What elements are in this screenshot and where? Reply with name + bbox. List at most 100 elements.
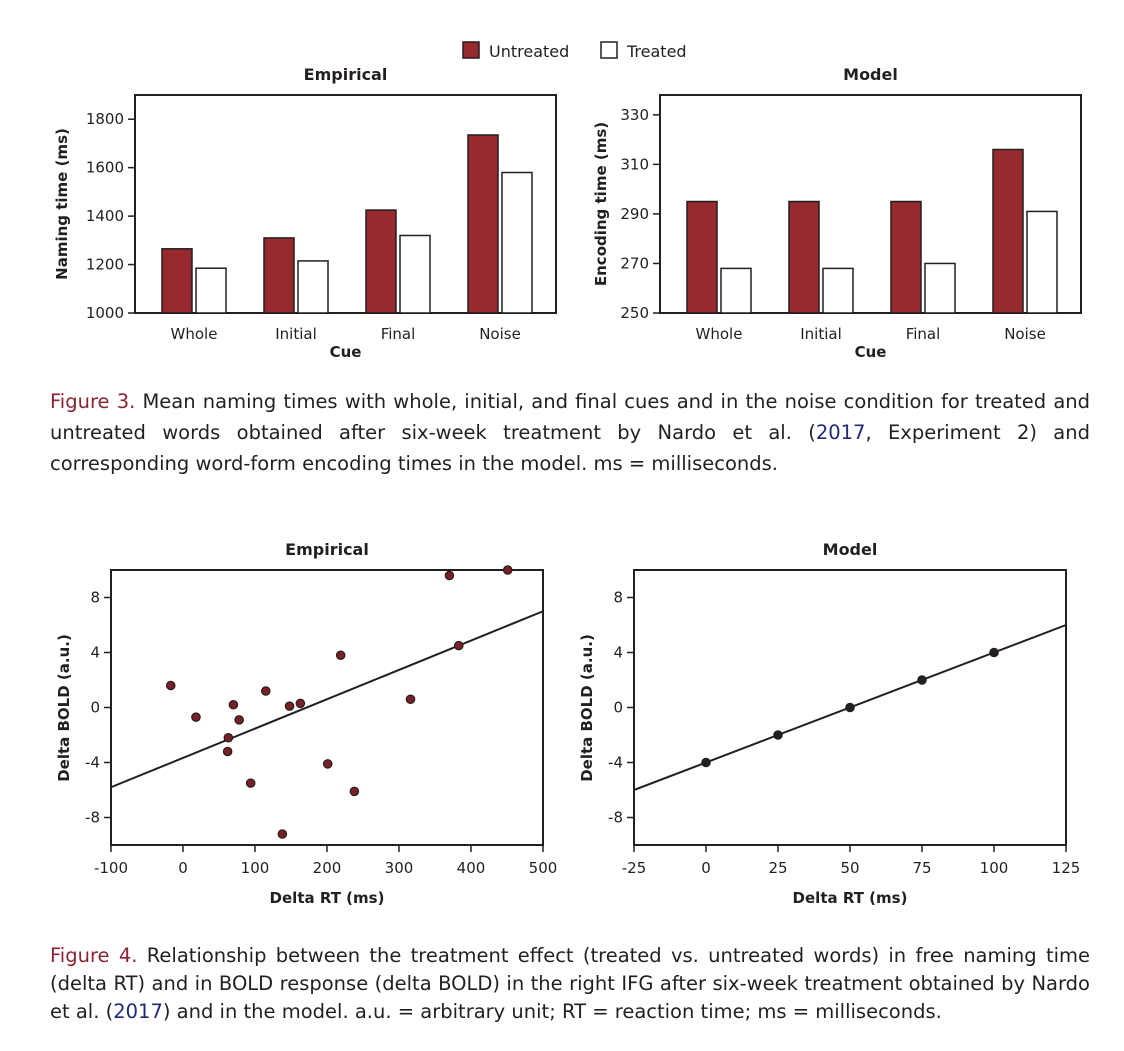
figure-3-label: Figure 3.: [50, 390, 136, 413]
data-point: [989, 647, 999, 658]
model-x-axis-label: Cue: [855, 343, 887, 361]
bar-treated-initial: [297, 260, 329, 314]
legend: Untreated Treated: [462, 41, 687, 61]
data-point: [917, 675, 927, 685]
figure-4-label: Figure 4.: [50, 944, 138, 967]
legend-label-untreated: Untreated: [489, 42, 569, 61]
y-tick-label: 1000: [86, 304, 124, 322]
x-category-label: Noise: [479, 325, 521, 343]
empirical-scatter-chart: Empirical -8 -4 0 4 8 -100 0 100 200 300 400 500 Delt…: [55, 540, 557, 907]
x-category-label: Initial: [275, 325, 317, 343]
y-tick-label: 270: [620, 254, 649, 272]
figure-3-caption-text-end: , Experiment 2) and corresponding word-f…: [50, 421, 1090, 475]
model-y-axis-label: Encoding time (ms): [592, 122, 610, 286]
legend-label-treated: Treated: [626, 42, 687, 61]
data-point: [773, 730, 783, 740]
bar-treated-final: [924, 262, 956, 314]
data-point: [223, 732, 234, 743]
x-tick-label: 0: [701, 859, 711, 877]
data-point: [234, 715, 244, 725]
y-tick-label: 310: [620, 155, 649, 173]
empirical-scatter-y-axis-label: Delta BOLD (a.u.): [55, 634, 73, 782]
empirical-chart-title: Empirical: [304, 65, 388, 84]
data-point: [277, 829, 288, 839]
bar-untreated-noise: [467, 134, 499, 314]
x-tick-label: -25: [622, 859, 647, 877]
bar-treated-whole: [195, 267, 227, 314]
y-tick-label: 1800: [86, 110, 124, 128]
x-tick-label: 0: [178, 859, 188, 877]
data-point: [701, 757, 711, 768]
y-tick-label: -8: [608, 809, 623, 827]
empirical-bar-chart: Empirical 1000 1200 1400 1600 1800 Naming time…: [53, 65, 557, 361]
legend-swatch-treated: [600, 41, 618, 59]
x-tick-label: 125: [1052, 859, 1081, 877]
x-tick-label: -100: [94, 859, 128, 877]
x-category-label: Whole: [171, 325, 218, 343]
x-tick-label: 50: [840, 859, 859, 877]
model-scatter-chart: Model -8 -4 0 4 8 -25 0 25 50 75 100 125 Delta BOLD (…: [578, 540, 1080, 907]
empirical-plot-frame: [134, 94, 557, 314]
figure-4-caption-text-end: ) and in the model. a.u. = arbitrary uni…: [162, 1000, 942, 1023]
y-tick-label: 290: [620, 205, 649, 223]
y-tick-label: 4: [90, 644, 100, 662]
x-category-label: Final: [906, 325, 941, 343]
figure-4-caption: Figure 4. Relationship between the treat…: [50, 942, 1090, 1026]
figure-4-citation-link[interactable]: 2017: [113, 1000, 163, 1023]
y-tick-label: 330: [620, 106, 649, 124]
x-tick-label: 400: [457, 859, 486, 877]
y-tick-label: -4: [608, 754, 623, 772]
y-tick-label: -8: [85, 809, 100, 827]
model-scatter-y-axis-label: Delta BOLD (a.u.): [578, 634, 596, 782]
figure-4-caption-text: Relationship between the treatment effec…: [50, 944, 1091, 1023]
empirical-y-axis-label: Naming time (ms): [53, 128, 71, 280]
data-point: [444, 570, 455, 581]
empirical-scatter-frame: [110, 569, 544, 846]
x-category-label: Initial: [800, 325, 842, 343]
x-category-label: Whole: [696, 325, 743, 343]
x-tick-label: 100: [241, 859, 270, 877]
data-point: [322, 759, 333, 769]
x-tick-label: 500: [529, 859, 558, 877]
bar-treated-initial: [822, 267, 854, 314]
empirical-regression-line: [110, 610, 544, 789]
empirical-x-axis-label: Cue: [330, 343, 362, 361]
model-scatter-x-axis-label: Delta RT (ms): [793, 889, 908, 907]
data-point: [245, 778, 256, 788]
bar-untreated-noise: [992, 148, 1024, 314]
x-tick-label: 200: [313, 859, 342, 877]
model-chart-title: Model: [843, 65, 898, 84]
bar-untreated-final: [890, 200, 922, 314]
bar-untreated-initial: [263, 237, 295, 314]
data-point: [405, 694, 416, 705]
y-tick-label: 8: [90, 589, 100, 607]
data-point: [295, 698, 306, 709]
y-tick-label: 0: [90, 699, 100, 717]
data-point: [260, 686, 271, 696]
y-tick-label: 250: [620, 304, 649, 322]
bar-treated-final: [399, 234, 431, 314]
bar-untreated-whole: [161, 248, 193, 314]
bar-untreated-initial: [788, 200, 820, 314]
figure-3-citation-link[interactable]: 2017: [815, 421, 866, 444]
bar-treated-noise: [1026, 210, 1058, 314]
x-category-label: Final: [381, 325, 416, 343]
x-tick-label: 75: [912, 859, 931, 877]
y-tick-label: 1600: [86, 159, 124, 177]
x-tick-label: 100: [980, 859, 1009, 877]
bar-treated-noise: [501, 171, 533, 314]
data-point: [222, 746, 233, 757]
model-plot-frame: [659, 94, 1082, 314]
data-point: [335, 650, 346, 661]
model-scatter-title: Model: [823, 540, 878, 559]
y-tick-label: -4: [85, 754, 100, 772]
data-point: [284, 701, 295, 711]
y-tick-label: 1400: [86, 207, 124, 225]
y-tick-label: 0: [613, 699, 623, 717]
data-point: [845, 702, 855, 713]
x-tick-label: 300: [385, 859, 414, 877]
figure-3-bar-charts: Untreated Treated Empirical 1000 1200 1400 1…: [53, 41, 1082, 361]
data-point: [502, 565, 513, 575]
data-point: [191, 712, 201, 722]
